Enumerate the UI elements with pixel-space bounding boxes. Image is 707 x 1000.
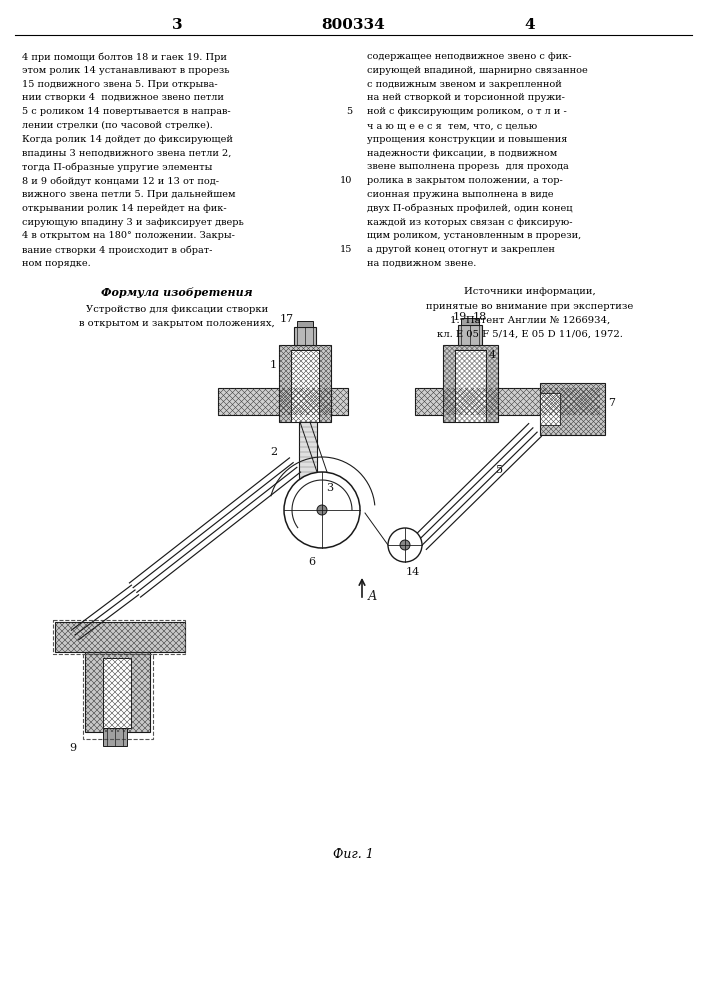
Bar: [297, 321, 313, 327]
Text: содержащее неподвижное звено с фик-: содержащее неподвижное звено с фик-: [367, 52, 571, 61]
Text: 4: 4: [489, 350, 496, 360]
Text: 5: 5: [496, 465, 503, 475]
Bar: [279, 345, 331, 422]
Text: 18: 18: [473, 312, 487, 322]
Bar: [455, 350, 486, 422]
Wedge shape: [297, 478, 320, 490]
Circle shape: [284, 472, 360, 548]
Bar: [103, 658, 131, 728]
Text: сирующую впадину 3 и зафиксирует дверь: сирующую впадину 3 и зафиксирует дверь: [22, 218, 244, 227]
Text: 19: 19: [453, 312, 467, 322]
Text: А: А: [368, 590, 378, 603]
Bar: [53, 620, 185, 654]
Text: сирующей впадиной, шарнирно связанное: сирующей впадиной, шарнирно связанное: [367, 66, 588, 75]
Circle shape: [400, 540, 410, 550]
Text: 1.  Патент Англии № 1266934,: 1. Патент Англии № 1266934,: [450, 316, 610, 325]
Bar: [55, 622, 185, 652]
Text: 15: 15: [339, 245, 352, 254]
Text: 15 подвижного звена 5. При открыва-: 15 подвижного звена 5. При открыва-: [22, 80, 218, 89]
Text: 2: 2: [271, 447, 278, 457]
Text: сионная пружина выполнена в виде: сионная пружина выполнена в виде: [367, 190, 554, 199]
Text: 7: 7: [609, 398, 616, 408]
Bar: [415, 388, 600, 415]
Text: 3: 3: [172, 18, 182, 32]
Text: ролика в закрытом положении, а тор-: ролика в закрытом положении, а тор-: [367, 176, 563, 185]
Text: с подвижным звеном и закрепленной: с подвижным звеном и закрепленной: [367, 80, 562, 89]
Text: 10: 10: [339, 176, 352, 185]
Text: 3: 3: [327, 483, 334, 493]
Text: Источники информации,: Источники информации,: [464, 287, 596, 296]
Bar: [291, 350, 319, 422]
Text: нии створки 4  подвижное звено петли: нии створки 4 подвижное звено петли: [22, 93, 224, 102]
Circle shape: [388, 528, 422, 562]
Text: тогда П-образные упругие элементы: тогда П-образные упругие элементы: [22, 162, 212, 172]
Text: звене выполнена прорезь  для прохода: звене выполнена прорезь для прохода: [367, 162, 568, 171]
Text: двух П-образных профилей, один конец: двух П-образных профилей, один конец: [367, 204, 573, 213]
Text: ной с фиксирующим роликом, о т л и -: ной с фиксирующим роликом, о т л и -: [367, 107, 567, 116]
Text: а другой конец отогнут и закреплен: а другой конец отогнут и закреплен: [367, 245, 555, 254]
Text: этом ролик 14 устанавливают в прорезь: этом ролик 14 устанавливают в прорезь: [22, 66, 230, 75]
Text: 5: 5: [346, 107, 352, 116]
Text: принятые во внимание при экспертизе: принятые во внимание при экспертизе: [426, 302, 633, 311]
Text: 1: 1: [269, 360, 276, 370]
Text: 4 в открытом на 180° положении. Закры-: 4 в открытом на 180° положении. Закры-: [22, 231, 235, 240]
Bar: [458, 325, 482, 345]
Text: открывании ролик 14 перейдет на фик-: открывании ролик 14 перейдет на фик-: [22, 204, 227, 213]
Text: 4: 4: [525, 18, 535, 32]
Text: Фиг. 1: Фиг. 1: [332, 848, 373, 861]
Text: на ней створкой и торсионной пружи-: на ней створкой и торсионной пружи-: [367, 93, 565, 102]
Bar: [85, 652, 150, 732]
Bar: [443, 345, 498, 422]
Text: ч а ю щ е е с я  тем, что, с целью: ч а ю щ е е с я тем, что, с целью: [367, 121, 537, 130]
Text: лении стрелки (по часовой стрелке).: лении стрелки (по часовой стрелке).: [22, 121, 213, 130]
Text: 5 с роликом 14 повертывается в направ-: 5 с роликом 14 повертывается в направ-: [22, 107, 230, 116]
Text: Когда ролик 14 дойдет до фиксирующей: Когда ролик 14 дойдет до фиксирующей: [22, 135, 233, 144]
Text: надежности фиксации, в подвижном: надежности фиксации, в подвижном: [367, 149, 557, 158]
Bar: [540, 393, 560, 425]
Text: упрощения конструкции и повышения: упрощения конструкции и повышения: [367, 135, 568, 144]
Text: 9: 9: [69, 743, 76, 753]
Text: 800334: 800334: [321, 18, 385, 32]
Text: 6: 6: [308, 557, 315, 567]
Bar: [218, 388, 348, 415]
Text: Устройство для фиксации створки: Устройство для фиксации створки: [86, 305, 268, 314]
Bar: [299, 422, 317, 530]
Text: ном порядке.: ном порядке.: [22, 259, 90, 268]
Text: Формула изобретения: Формула изобретения: [101, 287, 253, 298]
Circle shape: [317, 505, 327, 515]
Text: кл. Е 05 F 5/14, Е 05 D 11/06, 1972.: кл. Е 05 F 5/14, Е 05 D 11/06, 1972.: [437, 329, 623, 338]
Bar: [540, 383, 605, 435]
Text: впадины 3 неподвижного звена петли 2,: впадины 3 неподвижного звена петли 2,: [22, 149, 231, 158]
Bar: [461, 318, 479, 325]
Text: вижного звена петли 5. При дальнейшем: вижного звена петли 5. При дальнейшем: [22, 190, 235, 199]
Text: 17: 17: [280, 314, 294, 324]
Text: вание створки 4 происходит в обрат-: вание створки 4 происходит в обрат-: [22, 245, 212, 255]
Text: щим роликом, установленным в прорези,: щим роликом, установленным в прорези,: [367, 231, 581, 240]
Text: 8 и 9 обойдут концами 12 и 13 от под-: 8 и 9 обойдут концами 12 и 13 от под-: [22, 176, 219, 186]
Bar: [103, 728, 127, 746]
Text: на подвижном звене.: на подвижном звене.: [367, 259, 477, 268]
Bar: [294, 327, 316, 345]
Text: в открытом и закрытом положениях,: в открытом и закрытом положениях,: [79, 319, 275, 328]
Bar: [83, 654, 153, 739]
Text: 4 при помощи болтов 18 и гаек 19. При: 4 при помощи болтов 18 и гаек 19. При: [22, 52, 227, 62]
Text: каждой из которых связан с фиксирую-: каждой из которых связан с фиксирую-: [367, 218, 573, 227]
Text: 14: 14: [406, 567, 420, 577]
